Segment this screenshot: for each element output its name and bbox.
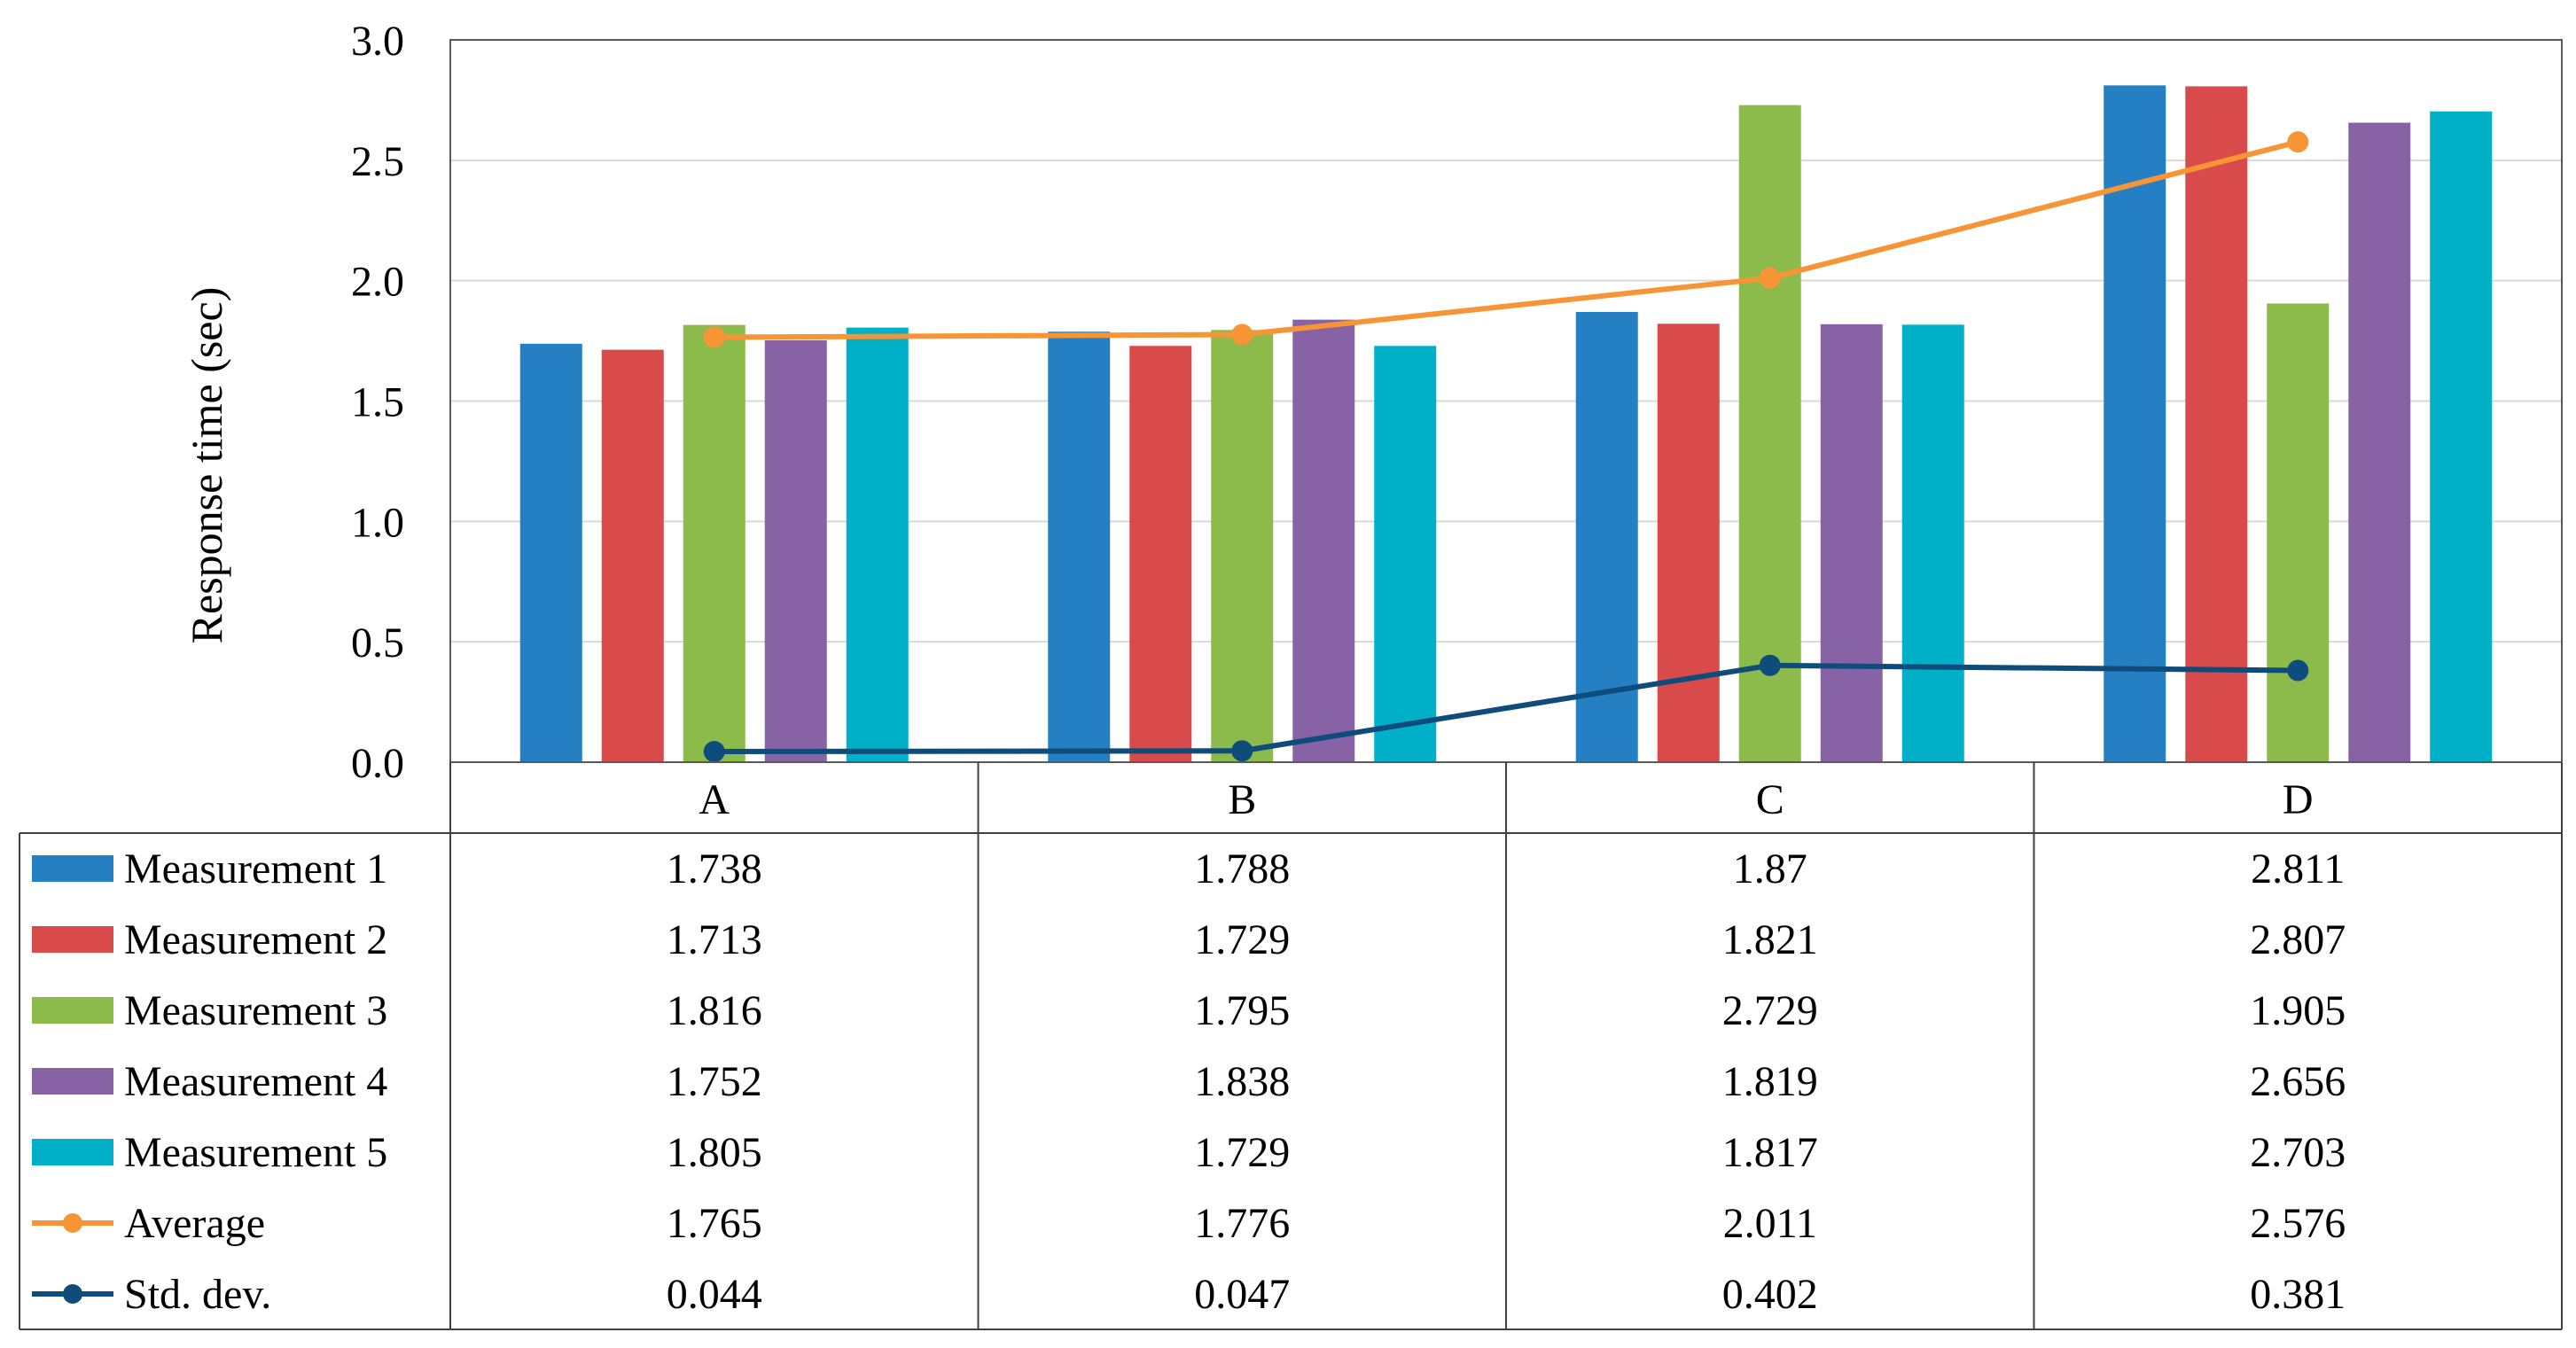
data-label: 1.795 <box>1194 987 1290 1034</box>
point-std-dev-a <box>703 741 725 763</box>
data-label: 2.656 <box>2250 1058 2346 1105</box>
y-tick-label: 2.0 <box>351 259 404 306</box>
y-tick-label: 0.5 <box>351 619 404 666</box>
data-label: 1.816 <box>667 987 762 1034</box>
axes: 0.0 0.5 1.0 1.5 2.0 2.5 3.0 <box>351 18 2563 787</box>
y-tick-label: 0.0 <box>351 740 404 787</box>
bars <box>519 85 2493 763</box>
bar-measurement-2-a <box>601 349 664 762</box>
data-label: 1.805 <box>667 1129 762 1176</box>
data-label: 2.576 <box>2250 1200 2346 1247</box>
legend-key-marker <box>63 1213 82 1233</box>
y-tick-label: 2.5 <box>351 138 404 185</box>
legend-key <box>32 855 113 882</box>
point-std-dev-c <box>1759 654 1781 676</box>
y-tick-label: 1.0 <box>351 499 404 546</box>
x-category-label: C <box>1756 776 1784 823</box>
data-label: 1.729 <box>1194 916 1290 963</box>
data-label: 1.838 <box>1194 1058 1290 1105</box>
y-axis-title: Response time (sec) <box>182 287 231 644</box>
legend-label: Measurement 1 <box>124 845 387 892</box>
data-label: 2.807 <box>2250 916 2346 963</box>
data-label: 1.765 <box>667 1200 762 1247</box>
data-label: 0.381 <box>2250 1271 2346 1318</box>
legend-label: Measurement 2 <box>124 916 387 963</box>
data-label: 1.788 <box>1194 845 1290 892</box>
data-label: 2.011 <box>1723 1200 1817 1247</box>
data-label: 0.047 <box>1194 1271 1290 1318</box>
legend-label: Measurement 4 <box>124 1058 387 1105</box>
line-average <box>714 139 2299 340</box>
bar-measurement-5-c <box>1901 324 1964 762</box>
lines <box>703 131 2309 763</box>
data-label: 1.821 <box>1722 916 1818 963</box>
legend-key <box>32 997 113 1024</box>
legend-key-marker <box>63 1284 82 1304</box>
data-label: 2.703 <box>2250 1129 2346 1176</box>
data-label: 1.905 <box>2250 987 2346 1034</box>
data-label: 1.713 <box>667 916 762 963</box>
data-label: 1.819 <box>1722 1058 1818 1105</box>
bar-measurement-5-b <box>1374 346 1437 762</box>
point-std-dev-b <box>1231 740 1253 762</box>
data-label: 1.776 <box>1194 1200 1290 1247</box>
bar-measurement-5-a <box>846 327 909 762</box>
legend-label: Std. dev. <box>124 1271 271 1318</box>
x-category-label: B <box>1228 776 1256 823</box>
y-tick-label: 1.5 <box>351 379 404 426</box>
legend-key <box>32 1068 113 1095</box>
bar-measurement-3-b <box>1211 330 1274 762</box>
data-label: 1.738 <box>667 845 762 892</box>
data-label: 1.752 <box>667 1058 762 1105</box>
legend-key <box>32 1139 113 1165</box>
bar-measurement-4-b <box>1292 319 1355 762</box>
bar-measurement-4-d <box>2348 122 2411 762</box>
y-tick-label: 3.0 <box>351 18 404 65</box>
data-label: 1.817 <box>1722 1129 1818 1176</box>
bar-measurement-5-d <box>2430 111 2493 762</box>
x-category-label: D <box>2283 776 2314 823</box>
bar-measurement-2-d <box>2185 86 2248 763</box>
point-average-c <box>1759 267 1781 289</box>
data-label: 1.729 <box>1194 1129 1290 1176</box>
data-label: 1.87 <box>1733 845 1807 892</box>
bar-measurement-2-c <box>1657 323 1720 762</box>
data-table: A B C D Measurement 1 1.738 1.788 1.87 2.811 Meas… <box>19 762 2563 1330</box>
data-label: 2.811 <box>2251 845 2345 892</box>
bar-measurement-3-d <box>2267 303 2330 763</box>
legend-label: Average <box>124 1200 265 1247</box>
point-average-a <box>703 326 725 348</box>
data-label: 2.729 <box>1722 987 1818 1034</box>
point-average-b <box>1231 323 1253 346</box>
bar-measurement-1-d <box>2104 85 2166 763</box>
bar-measurement-2-b <box>1129 346 1192 762</box>
x-category-label: A <box>699 776 730 823</box>
bar-measurement-1-b <box>1048 331 1111 762</box>
bar-measurement-4-a <box>764 340 827 762</box>
data-label: 0.402 <box>1722 1271 1818 1318</box>
point-average-d <box>2287 131 2309 153</box>
line-std-dev <box>714 662 2299 755</box>
bar-measurement-1-a <box>519 343 582 762</box>
legend-key <box>32 926 113 953</box>
legend-label: Measurement 5 <box>124 1129 387 1176</box>
bar-measurement-3-c <box>1738 105 1801 763</box>
data-label: 0.044 <box>667 1271 762 1318</box>
point-std-dev-d <box>2287 659 2309 682</box>
bar-measurement-3-a <box>683 324 745 762</box>
bar-measurement-4-c <box>1820 323 1883 762</box>
legend-label: Measurement 3 <box>124 987 387 1034</box>
